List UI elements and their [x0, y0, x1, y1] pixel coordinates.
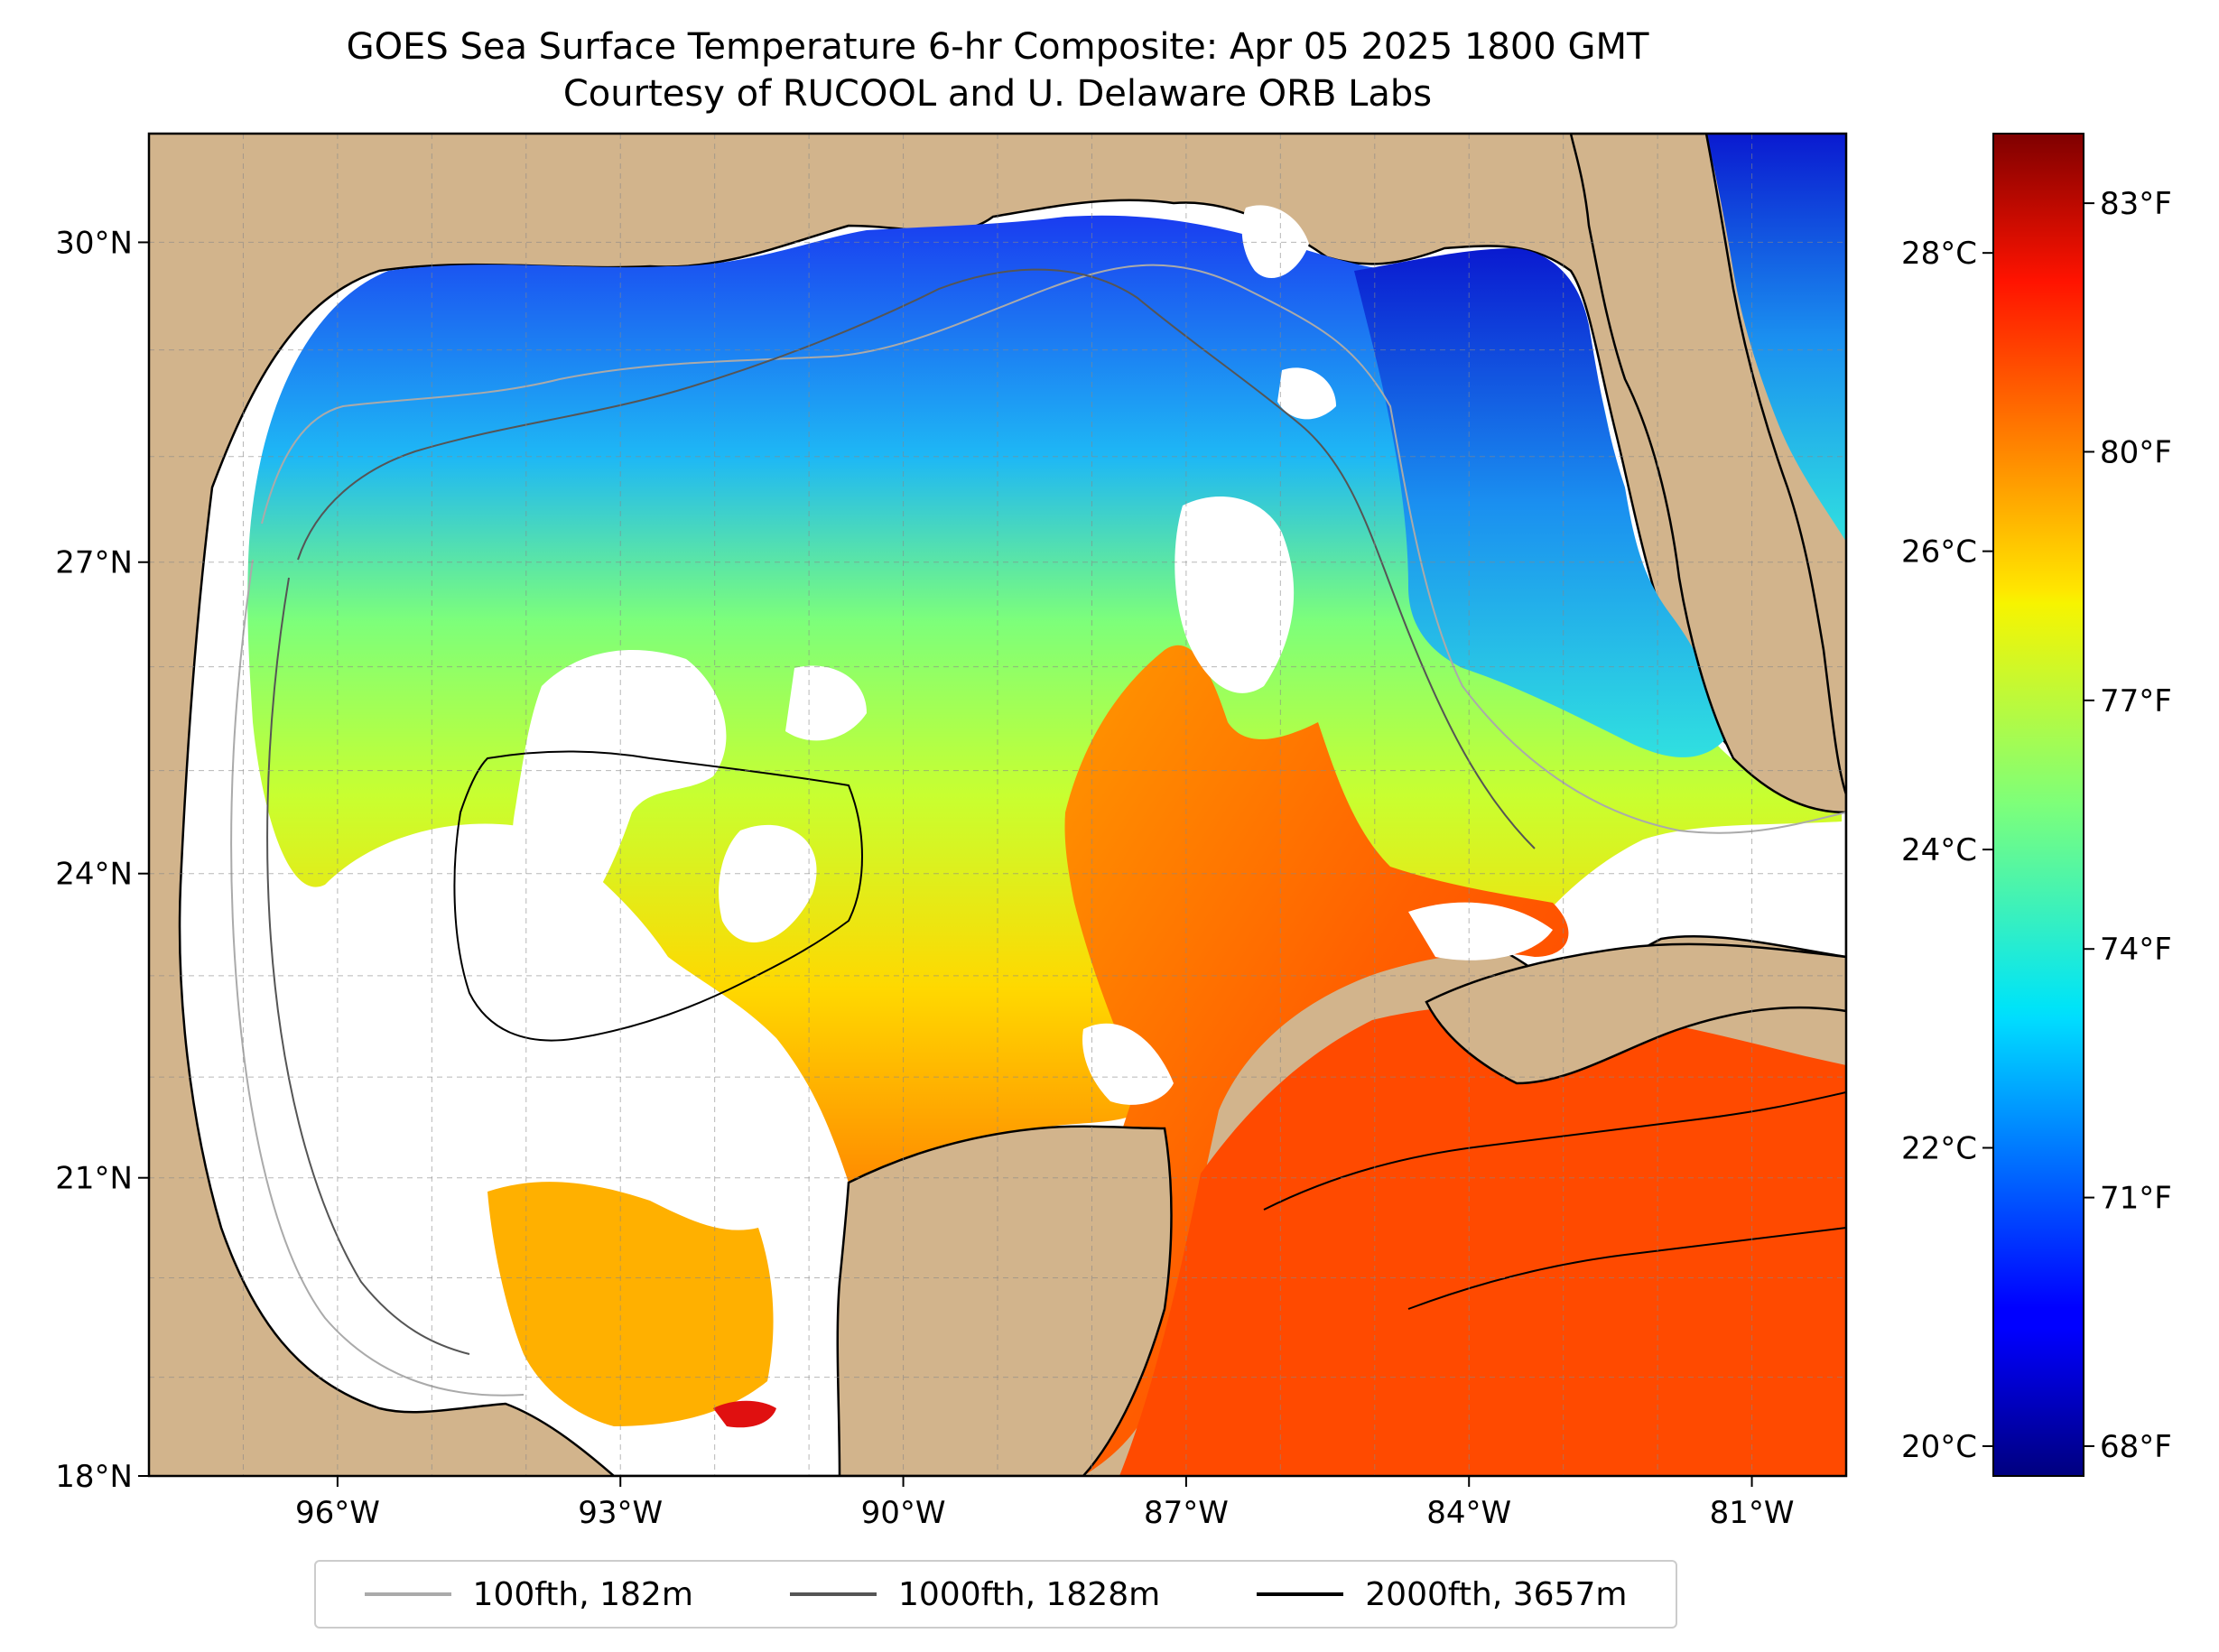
fahrenheit-tick-label: 83°F [2100, 186, 2172, 222]
gridlines [149, 134, 1846, 1476]
lon-tick-label: 93°W [578, 1495, 663, 1531]
florida-peninsula [1569, 134, 1846, 814]
map-area [149, 134, 1846, 1476]
lon-axis: 96°W 93°W 90°W 87°W 84°W 81°W [295, 1476, 1795, 1531]
legend-label-2000fth: 2000fth, 3657m [1365, 1575, 1628, 1613]
sst-campeche [487, 1182, 774, 1426]
contour-legend: 100fth, 182m 1000fth, 1828m 2000fth, 365… [314, 1560, 1677, 1629]
legend-item-2000fth: 2000fth, 3657m [1257, 1576, 1627, 1613]
contour-2000fth-caribbean [1263, 1091, 1846, 1211]
map-subtitle: Courtesy of RUCOOL and U. Delaware ORB L… [562, 73, 1433, 115]
colorbar [1992, 133, 2084, 1477]
lat-tick-label: 30°N [55, 225, 133, 261]
sst-warm-spot [713, 1400, 776, 1428]
lon-tick-label: 90°W [861, 1495, 946, 1531]
celsius-tick-label: 20°C [1901, 1429, 1977, 1465]
lon-tick-label: 87°W [1144, 1495, 1229, 1531]
yucatan-peninsula [836, 1125, 1173, 1476]
lat-tick-label: 27°N [55, 545, 133, 581]
contour-2000fth [453, 750, 863, 1042]
legend-label-1000fth: 1000fth, 1828m [898, 1575, 1161, 1613]
celsius-tick-label: 22°C [1901, 1131, 1977, 1167]
lat-tick-label: 21°N [55, 1161, 133, 1197]
sst-loop-current [1047, 645, 1569, 1476]
legend-item-1000fth: 1000fth, 1828m [790, 1576, 1160, 1613]
sst-atlantic [1706, 134, 1846, 542]
cloud-gaps [512, 205, 1670, 1105]
contour-1000fth-south [266, 577, 470, 1355]
legend-swatch-2000fth [1257, 1592, 1344, 1596]
colorbar-celsius-axis: 28°C 26°C 24°C 22°C 20°C [1901, 236, 1993, 1465]
fahrenheit-tick-label: 71°F [2100, 1181, 2172, 1217]
contour-1000fth [297, 268, 1536, 849]
contour-100fth [261, 264, 1846, 834]
lon-tick-label: 84°W [1426, 1495, 1511, 1531]
fahrenheit-tick-label: 74°F [2100, 932, 2172, 968]
map-frame [147, 132, 1848, 1478]
fahrenheit-tick-label: 80°F [2100, 434, 2172, 470]
legend-swatch-1000fth [790, 1592, 877, 1596]
cuba [1425, 942, 1846, 1085]
lat-axis: 30°N 27°N 24°N 21°N 18°N [55, 225, 149, 1495]
celsius-tick-label: 24°C [1901, 832, 1977, 868]
contour-100fth-west [230, 559, 525, 1397]
celsius-tick-label: 28°C [1901, 236, 1977, 272]
bathymetry-contours [230, 264, 1846, 1397]
map-title: GOES Sea Surface Temperature 6-hr Compos… [346, 26, 1649, 68]
lat-tick-label: 24°N [55, 857, 133, 893]
legend-item-100fth: 100fth, 182m [364, 1575, 693, 1613]
contour-2000fth-caribbean-2 [1407, 1227, 1846, 1310]
lon-tick-label: 81°W [1710, 1495, 1795, 1531]
lon-tick-label: 96°W [295, 1495, 380, 1531]
legend-label-100fth: 100fth, 182m [472, 1575, 693, 1613]
legend-swatch-100fth [364, 1592, 451, 1596]
fahrenheit-tick-label: 68°F [2100, 1429, 2172, 1465]
lat-tick-label: 18°N [55, 1459, 133, 1495]
celsius-tick-label: 26°C [1901, 534, 1977, 571]
fahrenheit-tick-label: 77°F [2100, 683, 2172, 719]
colorbar-fahrenheit-axis: 83°F 80°F 77°F 74°F 71°F 68°F [2084, 186, 2172, 1465]
sst-florida-bay [1354, 248, 1724, 757]
land-masses [836, 134, 1846, 1476]
